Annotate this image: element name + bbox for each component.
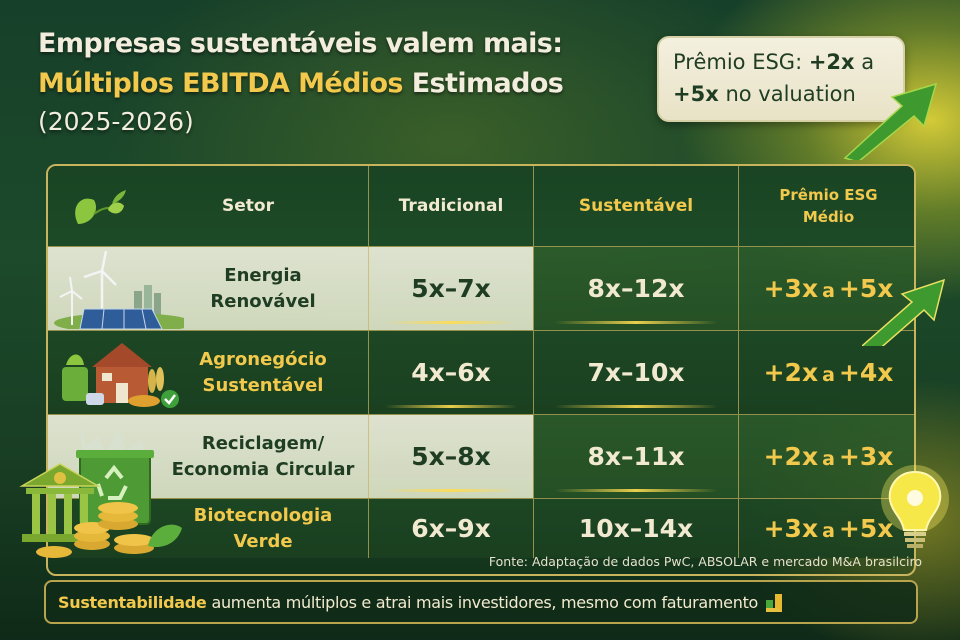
sustainable-value: 8x–12x	[587, 274, 685, 303]
header-esg-line2: Médio	[802, 208, 855, 226]
premium-cell: +3x a +5x	[738, 247, 914, 330]
leaf-icon	[75, 190, 126, 224]
premium-low: +3x	[763, 274, 819, 303]
traditional-cell: 5x–8x	[368, 415, 533, 498]
premium-cell: +3x a +5x	[738, 499, 914, 558]
traditional-value: 5x–8x	[411, 442, 491, 471]
header-sector: Setor	[48, 166, 368, 246]
sustainable-cell: 8x–11x	[533, 415, 738, 498]
sector-name: Biotecnologia Verde	[84, 503, 333, 555]
premium-low: +3x	[763, 514, 819, 543]
sector-name-line1: Biotecnologia	[193, 504, 333, 526]
table-row: Agronegócio Sustentável 4x–6x 7x–10x +2x…	[48, 330, 914, 414]
chart-growth-icon	[766, 594, 783, 612]
sustainable-value: 8x–11x	[587, 442, 685, 471]
title-rest: Estimados	[411, 68, 564, 99]
sector-name-line1: Energia	[224, 264, 302, 286]
sector-name: Energia Renovável	[100, 263, 315, 315]
header-traditional: Tradicional	[368, 166, 533, 246]
growth-arrow-icon	[843, 82, 938, 160]
traditional-value: 5x–7x	[411, 274, 491, 303]
badge-low: +2x	[808, 50, 855, 74]
premium-cell: +2x a +4x	[738, 331, 914, 414]
wind-solar-illustration-icon	[54, 251, 184, 329]
title-block: Empresas sustentáveis valem mais: Múltip…	[38, 24, 564, 140]
footer-text: aumenta múltiplos e atrai mais investido…	[211, 592, 759, 612]
premium-high: +3x	[838, 442, 894, 471]
premium-low: +2x	[763, 442, 819, 471]
sector-name: Reciclagem/ Economia Circular	[62, 431, 355, 483]
sector-cell: Energia Renovável	[48, 247, 368, 330]
premium-sep: a	[822, 280, 835, 302]
glow-divider	[385, 405, 517, 408]
badge-prefix: Prêmio ESG:	[673, 50, 809, 74]
premium-high: +5x	[838, 274, 894, 303]
premium-cell: +2x a +3x	[738, 415, 914, 498]
sector-name-line2: Verde	[233, 530, 293, 552]
sustainable-cell: 7x–10x	[533, 331, 738, 414]
footer-banner: Sustentabilidade aumenta múltiplos e atr…	[44, 580, 918, 624]
sector-cell: Agronegócio Sustentável	[48, 331, 368, 414]
premium-sep: a	[822, 448, 835, 470]
source-note: Fonte: Adaptação de dados PwC, ABSOLAR e…	[488, 554, 922, 569]
sector-name-line1: Agronegócio	[199, 348, 327, 370]
header-esg-premium: Prêmio ESG Médio	[738, 166, 914, 246]
premium-sep: a	[822, 520, 835, 542]
glow-divider	[554, 489, 718, 492]
premium-sep: a	[822, 364, 835, 386]
glow-divider	[554, 321, 718, 324]
sustainable-cell: 10x–14x	[533, 499, 738, 558]
premium-high: +5x	[838, 514, 894, 543]
lightbulb-icon	[881, 465, 949, 548]
badge-high: +5x	[673, 82, 719, 106]
traditional-cell: 6x–9x	[368, 499, 533, 558]
footer-highlight: Sustentabilidade	[58, 592, 207, 612]
title-highlight: Múltiplos EBITDA Médios	[38, 68, 403, 99]
traditional-value: 6x–9x	[411, 514, 491, 543]
badge-mid: a	[854, 50, 875, 74]
table-row: Energia Renovável 5x–7x 8x–12x +3x a +5x	[48, 246, 914, 330]
glow-divider	[385, 489, 517, 492]
traditional-value: 4x–6x	[411, 358, 491, 387]
up-arrow-icon	[862, 278, 946, 346]
glow-divider	[554, 405, 718, 408]
glow-divider	[385, 321, 517, 324]
sustainable-value: 7x–10x	[587, 358, 685, 387]
sector-name-line2: Renovável	[210, 290, 316, 312]
premium-value: +2x a +4x	[764, 358, 894, 387]
sector-name-line1: Reciclagem/	[201, 432, 325, 454]
recycling-bank-coins-illustration-icon	[19, 420, 182, 558]
premium-value: +2x a +3x	[764, 442, 894, 471]
sector-name: Agronegócio Sustentável	[89, 347, 327, 399]
title-line-1: Empresas sustentáveis valem mais:	[38, 28, 563, 59]
header-sustainable: Sustentável	[533, 166, 738, 246]
premium-value: +3x a +5x	[764, 274, 894, 303]
sector-name-line2: Sustentável	[202, 374, 324, 396]
traditional-cell: 4x–6x	[368, 331, 533, 414]
premium-high: +4x	[838, 358, 894, 387]
title-line-2: Múltiplos EBITDA Médios Estimados	[38, 64, 564, 104]
title-years: (2025-2026)	[38, 107, 194, 136]
table-header-row: Setor Tradicional Sustentável Prêmio ESG…	[48, 166, 914, 246]
header-sector-label: Setor	[222, 196, 274, 216]
sector-name-line2: Economia Circular	[171, 458, 355, 480]
badge-suffix: no valuation	[718, 82, 856, 106]
traditional-cell: 5x–7x	[368, 247, 533, 330]
sustainable-value: 10x–14x	[578, 514, 694, 543]
sustainable-cell: 8x–12x	[533, 247, 738, 330]
premium-value: +3x a +5x	[764, 514, 894, 543]
premium-low: +2x	[763, 358, 819, 387]
header-esg-line1: Prêmio ESG	[779, 186, 878, 204]
esg-premium-badge: Prêmio ESG: +2x a +5x no valuation	[657, 36, 905, 122]
farm-illustration-icon	[62, 343, 179, 408]
